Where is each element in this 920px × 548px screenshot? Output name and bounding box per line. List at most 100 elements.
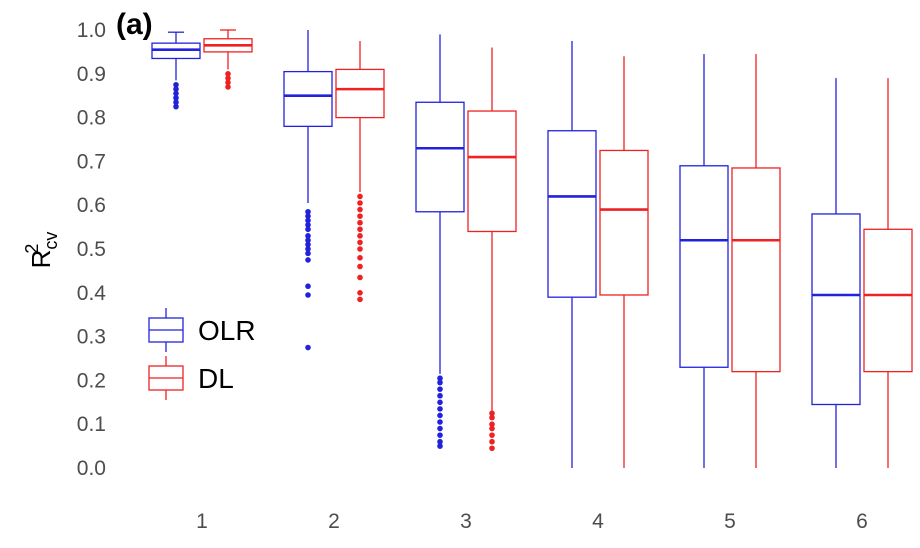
dl-outlier-point <box>357 219 363 226</box>
olr-outlier-point <box>437 399 443 406</box>
x-tick-label: 3 <box>460 510 472 533</box>
dl-outlier-point <box>357 226 363 233</box>
y-tick-label: 0.6 <box>77 194 106 217</box>
dl-outlier-point <box>225 79 231 86</box>
y-tick-label: 0.8 <box>77 107 106 130</box>
dl-outlier-point <box>357 290 363 296</box>
dl-outlier-point <box>489 410 495 417</box>
dl-outlier-point <box>357 296 363 303</box>
olr-outlier-point <box>305 283 311 290</box>
olr-box-group <box>415 34 465 449</box>
olr-box <box>283 70 333 128</box>
olr-outlier-point <box>173 81 179 88</box>
dl-outlier-point <box>357 233 363 239</box>
dl-outlier-point <box>489 414 495 421</box>
y-tick-label: 0.1 <box>77 413 106 436</box>
dl-box-group <box>863 78 913 468</box>
y-tick-label: 0.9 <box>77 63 106 86</box>
y-tick-label: 0.7 <box>77 150 106 173</box>
olr-outlier-point <box>305 222 311 228</box>
x-tick-label: 1 <box>196 510 208 533</box>
dl-outlier-point <box>357 246 363 252</box>
olr-outlier-point <box>437 412 443 419</box>
x-tick-label: 5 <box>724 510 736 533</box>
olr-outlier-point <box>437 375 443 382</box>
olr-box <box>415 101 465 213</box>
dl-box <box>863 228 913 373</box>
x-axis: 1 2 3 4 5 6 <box>196 510 868 533</box>
olr-outlier-point <box>305 226 311 233</box>
y-tick-label: 1.0 <box>77 19 106 42</box>
dl-box <box>599 149 649 296</box>
olr-outlier-point <box>437 443 443 449</box>
plot-area <box>151 29 913 468</box>
dl-outlier-point <box>489 421 495 428</box>
y-tick-label: 0.2 <box>77 369 106 392</box>
olr-outlier-point <box>437 438 443 445</box>
olr-outlier-point <box>437 392 443 399</box>
dl-outlier-point <box>357 239 363 246</box>
olr-outlier-point <box>173 90 179 97</box>
olr-box <box>811 213 861 406</box>
y-tick-label: 0.5 <box>77 238 106 261</box>
legend-label-dl: DL <box>198 363 234 394</box>
olr-outlier-point <box>305 233 311 239</box>
olr-outlier-point <box>305 217 311 224</box>
olr-outlier-point <box>173 95 179 101</box>
olr-outlier-point <box>437 406 443 412</box>
olr-box-group <box>679 54 729 468</box>
dl-box-group <box>731 54 781 468</box>
legend-key-dl <box>148 356 184 400</box>
dl-outlier-point <box>489 438 495 445</box>
olr-box-group <box>283 30 333 351</box>
dl-outlier-point <box>489 425 495 432</box>
y-axis-title-base: R <box>26 250 56 269</box>
olr-box <box>679 165 729 368</box>
olr-outlier-point <box>305 250 311 257</box>
dl-outlier-point <box>489 445 495 452</box>
olr-outlier-point <box>305 208 311 215</box>
olr-outlier-point <box>437 386 443 392</box>
olr-box-group <box>151 31 201 110</box>
legend-key-olr <box>148 308 184 352</box>
olr-outlier-point <box>437 432 443 438</box>
y-axis-title: Rcv2 <box>22 232 61 269</box>
dl-box <box>467 110 517 233</box>
dl-outlier-point <box>225 84 231 90</box>
olr-box-group <box>811 78 861 468</box>
dl-outlier-point <box>357 254 363 261</box>
x-tick-label: 2 <box>328 510 340 533</box>
legend: OLR DL <box>148 308 256 400</box>
dl-box-group <box>467 47 517 452</box>
dl-box-group <box>335 40 385 303</box>
y-tick-label: 0.3 <box>77 326 106 349</box>
olr-outlier-point <box>305 257 311 263</box>
olr-outlier-point <box>173 103 179 110</box>
dl-outlier-point <box>489 432 495 438</box>
dl-outlier-point <box>357 274 363 281</box>
olr-outlier-point <box>173 86 179 92</box>
dl-outlier-point <box>357 213 363 219</box>
dl-outlier-point <box>357 206 363 213</box>
olr-outlier-point <box>305 237 311 244</box>
olr-outlier-point <box>305 344 311 351</box>
olr-outlier-point <box>173 99 179 106</box>
olr-outlier-point <box>305 241 311 248</box>
y-axis-title-subscript: cv <box>41 232 61 250</box>
x-tick-label: 6 <box>856 510 868 533</box>
y-axis-title-superscript: 2 <box>22 244 42 254</box>
olr-outlier-point <box>437 419 443 425</box>
y-tick-label: 0.0 <box>77 457 106 480</box>
dl-box <box>731 167 781 373</box>
dl-outlier-point <box>225 75 231 81</box>
panel-label: (a) <box>116 8 153 41</box>
olr-box-group <box>547 40 597 468</box>
olr-outlier-point <box>437 379 443 386</box>
olr-outlier-point <box>437 425 443 432</box>
olr-box <box>547 130 597 298</box>
legend-label-olr: OLR <box>198 315 256 346</box>
x-tick-label: 4 <box>592 510 604 533</box>
y-axis: 0.0 0.1 0.2 0.3 0.4 0.5 0.6 0.7 0.8 0.9 1.0 <box>77 19 107 480</box>
dl-outlier-point <box>357 193 363 200</box>
